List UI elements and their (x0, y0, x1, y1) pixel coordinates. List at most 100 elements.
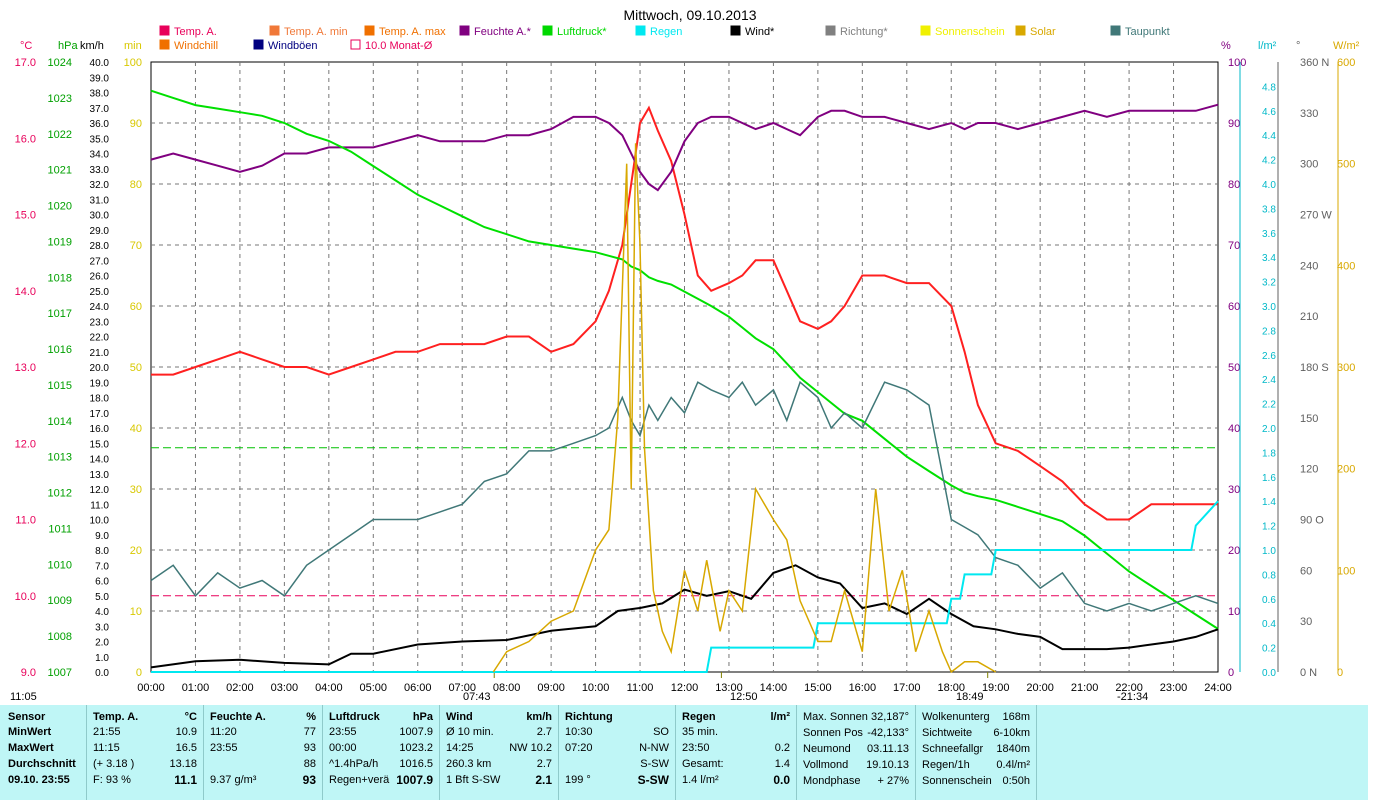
solar-tick-label: 0 (1337, 667, 1343, 679)
wind-tick-label: 14.0 (90, 455, 110, 466)
wind-tick-label: 5.0 (95, 592, 109, 603)
legend-label: 10.0 Monat-Ø (365, 40, 433, 52)
wind-tick-label: 33.0 (90, 165, 110, 176)
pressure-tick-label: 1019 (48, 236, 72, 248)
row-key: 1 Bft S-SW (446, 774, 501, 786)
misc-column: Wolkenunterg 168m Sichtweite 6-10km Schneefa… (916, 705, 1037, 800)
solar-tick-label: 100 (1337, 565, 1355, 577)
legend-swatch (269, 25, 280, 36)
row-value: 11.1 (174, 773, 197, 787)
legend-label: Sonnenschein (935, 26, 1005, 38)
temp-tick-label: 9.0 (21, 667, 36, 679)
row-value: 1016.5 (399, 758, 433, 770)
x-tick-label: 11:00 (627, 682, 654, 694)
x-tick-label: 22:00 (1115, 682, 1143, 694)
rain-tick-label: 0.2 (1262, 644, 1276, 655)
legend-swatch (825, 25, 836, 36)
row-value: 2.7 (536, 758, 552, 770)
legend-swatch (253, 39, 264, 50)
sensor-column: Sensor MinWert MaxWert Durchschnitt 09.1… (0, 705, 87, 800)
sunshine-tick-label: 60 (130, 301, 142, 313)
sunshine-tick-label: 80 (130, 179, 142, 191)
pressure-tick-label: 1014 (48, 416, 72, 428)
legend-label: Temp. A. max (379, 26, 446, 38)
wind-tick-label: 7.0 (95, 561, 109, 572)
wind-tick-label: 28.0 (90, 241, 110, 252)
rain-tick-label: 1.0 (1262, 546, 1276, 557)
legend-label: Regen (650, 26, 682, 38)
row-key: 00:00 (329, 742, 357, 754)
axis-unit-label: min (124, 40, 142, 52)
row-key: 07:20 (565, 742, 593, 754)
humidity-tick-label: 90 (1228, 118, 1240, 130)
legend-swatch (364, 25, 375, 36)
row-key: 21:55 (93, 726, 121, 738)
row-value: SO (653, 726, 669, 738)
row-key: F: 93 % (93, 774, 131, 786)
wind-tick-label: 15.0 (90, 439, 110, 450)
wind-tick-label: 4.0 (95, 607, 109, 618)
direction-tick-label: 360 N (1300, 57, 1329, 69)
solar-tick-label: 300 (1337, 362, 1355, 374)
x-tick-label: 04:00 (315, 682, 343, 694)
direction-tick-label: 180 S (1300, 362, 1329, 374)
rain-tick-label: 2.2 (1262, 400, 1276, 411)
wind-tick-label: 26.0 (90, 272, 110, 283)
legend-swatch (1110, 25, 1121, 36)
legend-label: Windchill (174, 40, 218, 52)
legend-label: Solar (1030, 26, 1056, 38)
x-tick-label: 16:00 (849, 682, 877, 694)
solar-tick-label: 500 (1337, 159, 1355, 171)
row-key: 10:30 (565, 726, 593, 738)
pressure-tick-label: 1016 (48, 344, 72, 356)
humidity-tick-label: 30 (1228, 484, 1240, 496)
direction-column: Richtung 10:30 SO 07:20 N-NW S-SW 199 ° S-SW (559, 705, 676, 800)
sunshine-tick-label: 100 (124, 57, 142, 69)
astro-column: Max. Sonnen 32,187° Sonnen Pos -42,133° Neum… (797, 705, 916, 800)
temp-tick-label: 15.0 (15, 210, 36, 222)
axis-unit-label: l/m² (1258, 40, 1277, 52)
axis-unit-label: hPa (58, 40, 78, 52)
sunshine-tick-label: 90 (130, 118, 142, 130)
direction-tick-label: 300 (1300, 159, 1318, 171)
rain-tick-label: 4.4 (1262, 131, 1276, 142)
rain-tick-label: 1.2 (1262, 522, 1276, 533)
wind-tick-label: 25.0 (90, 287, 110, 298)
row-value: 32,187° (870, 711, 909, 723)
wind-tick-label: 18.0 (90, 394, 110, 405)
noon-note: 12:50 (730, 691, 758, 703)
axis-unit-label: ° (1296, 40, 1300, 52)
series-line (151, 500, 1219, 673)
wind-tick-label: 22.0 (90, 333, 110, 344)
rain-tick-label: 1.6 (1262, 473, 1276, 484)
row-key: 23:55 (210, 742, 238, 754)
legend-label: Richtung* (840, 26, 888, 38)
rain-tick-label: 3.8 (1262, 204, 1276, 215)
wind-tick-label: 30.0 (90, 211, 110, 222)
time-note: 11:05 (10, 691, 37, 703)
wind-tick-label: 19.0 (90, 378, 110, 389)
rain-tick-label: 4.0 (1262, 180, 1276, 191)
row-value: 0.0 (773, 773, 790, 787)
column-unit: l/m² (770, 711, 790, 723)
rain-tick-label: 0.8 (1262, 570, 1276, 581)
wind-tick-label: 21.0 (90, 348, 110, 359)
row-key: 35 min. (682, 726, 719, 738)
solar-tick-label: 600 (1337, 57, 1355, 69)
direction-tick-label: 60 (1300, 565, 1312, 577)
axis-unit-label: km/h (80, 40, 104, 52)
series-line (150, 564, 1219, 669)
sensor-header: Sensor (8, 711, 46, 723)
wind-tick-label: 40.0 (90, 58, 110, 69)
wind-tick-label: 9.0 (95, 531, 109, 542)
rain-tick-label: 2.8 (1262, 326, 1276, 337)
humidity-tick-label: 70 (1228, 240, 1240, 252)
rain-tick-label: 0.4 (1262, 619, 1276, 630)
pressure-tick-label: 1015 (48, 380, 72, 392)
row-key: 23:55 (329, 726, 357, 738)
rain-tick-label: 1.8 (1262, 448, 1276, 459)
row-value: + 27% (877, 775, 910, 787)
x-tick-label: 00:00 (137, 682, 165, 694)
pressure-tick-label: 1007 (48, 667, 72, 679)
pressure-tick-label: 1010 (48, 559, 72, 571)
